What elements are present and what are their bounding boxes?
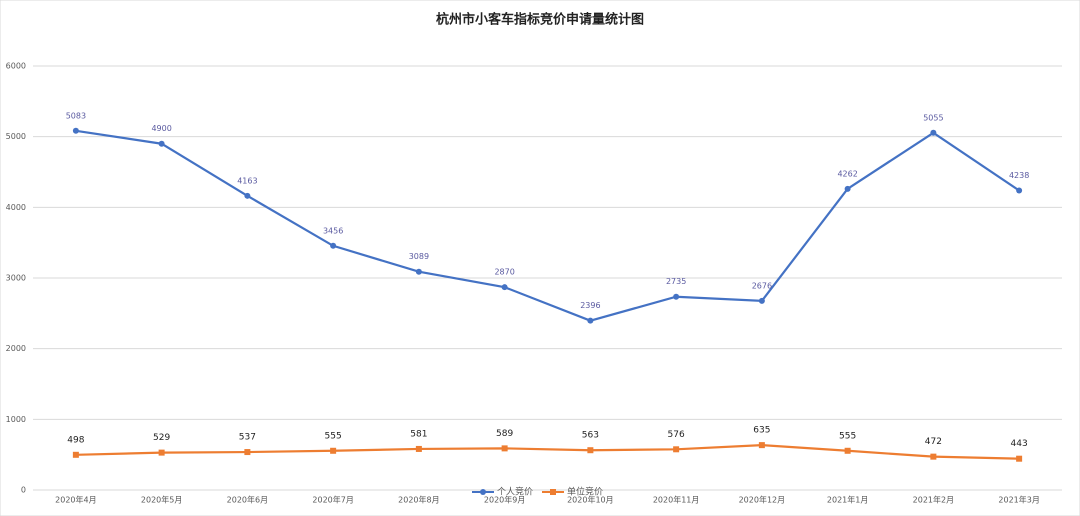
x-tick-label: 2020年11月 xyxy=(653,495,700,505)
data-label: 2676 xyxy=(752,281,772,290)
data-point xyxy=(501,284,508,291)
x-tick-label: 2020年10月 xyxy=(567,495,614,505)
data-point xyxy=(244,449,251,456)
data-label: 443 xyxy=(1011,439,1028,449)
data-label: 4163 xyxy=(237,176,257,185)
y-tick-label: 4000 xyxy=(6,203,26,212)
x-tick-label: 2021年2月 xyxy=(913,495,954,505)
series-line xyxy=(75,129,1020,322)
data-point xyxy=(501,445,508,452)
data-point xyxy=(415,445,422,452)
series-line xyxy=(75,444,1020,460)
data-point xyxy=(158,140,165,147)
data-point xyxy=(673,446,680,453)
data-point xyxy=(758,442,765,449)
x-tick-label: 2021年1月 xyxy=(827,495,868,505)
legend-marker xyxy=(480,489,486,495)
data-label: 3089 xyxy=(409,252,429,261)
y-tick-label: 0 xyxy=(21,486,26,495)
data-label: 529 xyxy=(153,433,170,443)
x-tick-label: 2020年6月 xyxy=(227,495,268,505)
x-tick-label: 2020年4月 xyxy=(55,495,96,505)
x-tick-label: 2020年7月 xyxy=(312,495,353,505)
data-label: 2870 xyxy=(494,268,514,277)
data-label: 472 xyxy=(925,437,942,447)
data-label: 635 xyxy=(753,426,770,436)
data-label: 555 xyxy=(839,431,856,441)
x-tick-label: 2020年9月 xyxy=(484,495,525,505)
data-point xyxy=(673,293,680,300)
data-point xyxy=(930,453,937,460)
data-label: 3456 xyxy=(323,226,343,235)
data-point xyxy=(330,447,337,454)
y-tick-label: 6000 xyxy=(6,62,26,71)
data-point xyxy=(758,297,765,304)
data-label: 2735 xyxy=(666,277,686,286)
data-point xyxy=(158,449,165,456)
x-tick-label: 2021年3月 xyxy=(998,495,1039,505)
data-point xyxy=(587,447,594,454)
data-label: 4238 xyxy=(1009,171,1029,180)
legend-label: 个人竞价 xyxy=(497,486,533,498)
data-label: 581 xyxy=(410,429,427,439)
chart-title: 杭州市小客车指标竞价申请量统计图 xyxy=(436,12,644,28)
data-point xyxy=(587,317,594,324)
data-point xyxy=(72,127,79,134)
data-point xyxy=(844,447,851,454)
data-label: 5083 xyxy=(66,111,86,120)
x-tick-label: 2020年12月 xyxy=(739,495,786,505)
data-point xyxy=(1016,187,1023,194)
data-point xyxy=(72,451,79,458)
y-tick-label: 2000 xyxy=(6,344,26,353)
y-tick-label: 5000 xyxy=(6,132,26,141)
data-point xyxy=(1016,455,1023,462)
data-label: 555 xyxy=(325,431,342,441)
data-label: 4900 xyxy=(151,124,171,133)
data-point xyxy=(244,192,251,199)
data-point xyxy=(330,242,337,249)
data-label: 537 xyxy=(239,433,256,443)
data-label: 2396 xyxy=(580,301,600,310)
legend-label: 单位竞价 xyxy=(567,486,603,498)
x-tick-label: 2020年8月 xyxy=(398,495,439,505)
data-label: 576 xyxy=(668,430,685,440)
data-label: 589 xyxy=(496,429,513,439)
data-label: 4262 xyxy=(837,169,857,178)
data-label: 498 xyxy=(67,435,84,445)
legend-marker xyxy=(550,489,556,495)
data-point xyxy=(930,129,937,136)
data-label: 563 xyxy=(582,431,599,441)
x-tick-label: 2020年5月 xyxy=(141,495,182,505)
y-tick-label: 1000 xyxy=(6,415,26,424)
data-point xyxy=(844,185,851,192)
data-label: 5055 xyxy=(923,113,943,122)
y-tick-label: 3000 xyxy=(6,274,26,283)
data-point xyxy=(415,268,422,275)
